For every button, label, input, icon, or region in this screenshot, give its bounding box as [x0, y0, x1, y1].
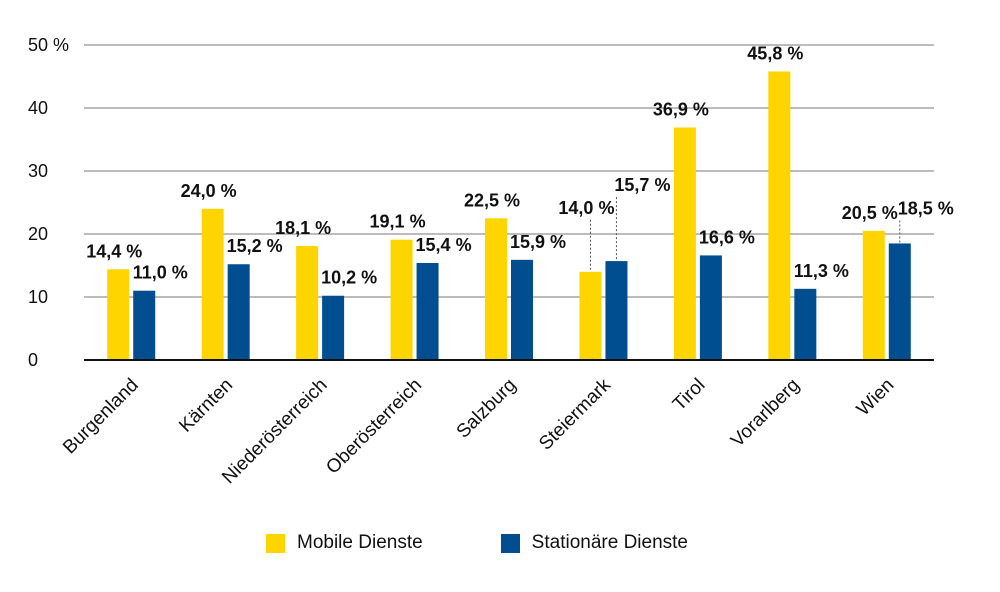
y-tick-label: 20: [28, 224, 48, 244]
category-label: Tirol: [669, 375, 709, 415]
bar-mobile: [201, 208, 224, 360]
data-label: 11,0 %: [133, 263, 188, 283]
bar-stationary: [888, 243, 911, 360]
y-tick-label: 0: [28, 350, 38, 370]
legend: Mobile Dienste Stationäre Dienste: [266, 532, 688, 554]
bar-mobile: [390, 239, 413, 360]
data-label: 22,5 %: [464, 190, 520, 210]
y-tick-label: 40: [28, 98, 48, 118]
y-tick-label: 10: [28, 287, 48, 307]
bar-stationary: [133, 290, 156, 360]
data-label: 15,9 %: [510, 232, 566, 252]
y-axis-ticks: 0 10 20 30 40 50 %: [28, 35, 69, 370]
bar-mobile: [485, 218, 507, 360]
bar-stationary: [416, 262, 439, 360]
category-label: Vorarlberg: [727, 375, 804, 452]
legend-label-mobile: Mobile Dienste: [297, 532, 423, 553]
bars: [107, 71, 911, 361]
data-label: 18,5 %: [898, 198, 954, 218]
bar-mobile: [296, 245, 319, 360]
data-label: 14,0 %: [558, 198, 614, 218]
data-label: 45,8 %: [747, 43, 803, 63]
legend-label-stationary: Stationäre Dienste: [531, 532, 688, 553]
legend-item-mobile: Mobile Dienste: [266, 532, 423, 554]
bar-mobile: [673, 127, 696, 360]
data-label: 24,0 %: [181, 181, 237, 201]
bar-mobile: [862, 230, 885, 360]
bar-stationary: [794, 288, 817, 360]
data-label: 16,6 %: [699, 227, 755, 247]
bar-stationary: [322, 295, 345, 360]
category-label: Burgenland: [59, 375, 143, 459]
data-labels: 14,4 %11,0 % 24,0 % 15,2 %18,1 % 10,2 % 19,1…: [86, 43, 954, 287]
data-label: 15,2 %: [227, 236, 283, 256]
data-label: 11,3 %: [794, 261, 849, 281]
data-label: 10,2 %: [321, 268, 377, 288]
gridlines: [84, 44, 934, 298]
bar-stationary: [227, 264, 250, 360]
x-axis-categories: Burgenland KärntenNiederösterreichOberöst…: [59, 374, 898, 488]
category-label: Salzburg: [453, 375, 521, 443]
legend-swatch-stationary: [500, 533, 520, 553]
y-tick-label: 50 %: [28, 35, 69, 55]
data-label: 15,4 %: [416, 235, 472, 255]
legend-swatch-mobile: [266, 533, 285, 553]
data-label: 15,7 %: [614, 175, 670, 195]
bar-stationary: [511, 259, 533, 360]
bar-mobile: [107, 269, 130, 360]
category-label: Niederösterreich: [218, 375, 331, 488]
bar-stationary: [699, 255, 722, 360]
data-label: 18,1 %: [275, 218, 331, 238]
data-label: 36,9 %: [653, 100, 709, 120]
bar-stationary: [605, 261, 628, 360]
data-label: 14,4 %: [86, 241, 142, 261]
category-label: Wien: [853, 375, 898, 420]
legend-item-stationary: Stationäre Dienste: [500, 532, 688, 554]
data-label: 20,5 %: [842, 203, 898, 223]
category-label: Steiermark: [535, 374, 615, 454]
data-label: 19,1 %: [370, 212, 426, 232]
y-tick-label: 30: [28, 161, 48, 181]
category-label: Kärnten: [175, 375, 237, 437]
bar-mobile: [579, 271, 602, 360]
bar-mobile: [768, 71, 791, 361]
category-label: Oberösterreich: [322, 375, 426, 479]
